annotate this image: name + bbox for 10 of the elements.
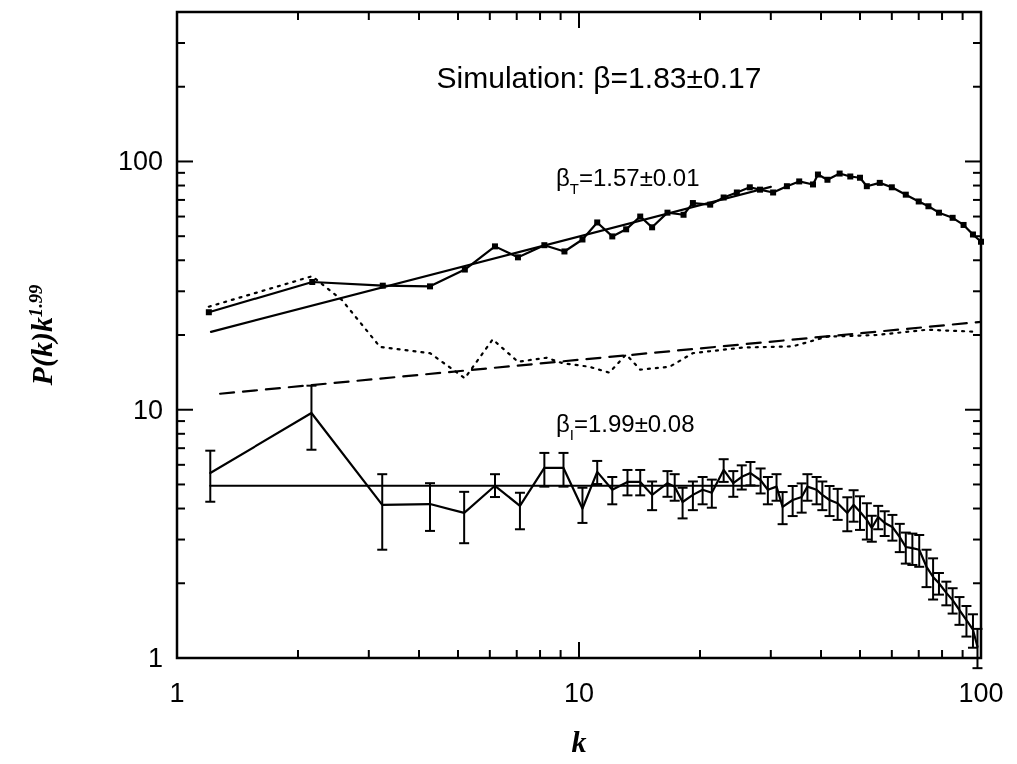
y-tick-label: 10 xyxy=(132,394,163,425)
text: Simulation: β=1.83±0.17 xyxy=(436,61,762,94)
y-tick-label: 1 xyxy=(147,643,163,673)
annotation: β$_{T}$=1.57±0.01 xyxy=(556,164,700,197)
annotation: β$_{I}$=1.99±0.08 xyxy=(556,410,695,443)
x-axis-title: k xyxy=(571,725,587,758)
x-tick-label: 10 xyxy=(563,678,595,708)
y-tick-label: 100 xyxy=(117,146,163,177)
x-tick-label: 100 xyxy=(958,678,1004,708)
x-tick-label: 1 xyxy=(169,678,185,708)
